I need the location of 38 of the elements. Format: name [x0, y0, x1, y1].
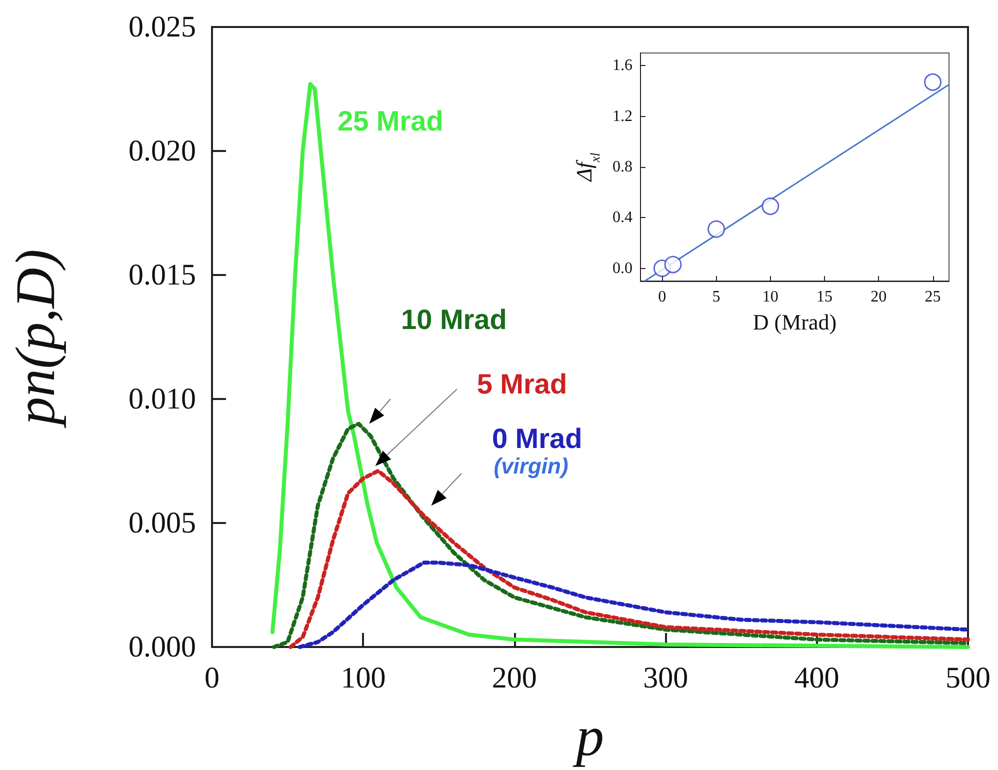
x-tick-label: 25 [924, 288, 941, 306]
point [664, 256, 682, 274]
y-tick-label: 0.005 [128, 506, 196, 540]
y-axis-title: pn(p,D) [5, 249, 67, 429]
y-tick-label: 0.000 [128, 630, 196, 664]
y-tick-label: 0.025 [128, 10, 196, 44]
text: 10 Mrad [401, 304, 507, 336]
y-tick-label: 0.020 [128, 134, 196, 168]
line-series [298, 560, 970, 649]
x-tick-label: 200 [492, 662, 537, 694]
y-tick-label: 0.8 [612, 158, 632, 176]
x-tick-label: 15 [816, 288, 833, 306]
x-tick-label: 20 [870, 288, 887, 306]
line-series [270, 82, 970, 649]
point [924, 73, 942, 91]
x-axis-title: D (Mrad) [752, 310, 837, 334]
x-axis-title: p [572, 706, 604, 768]
x-tick-label: 400 [794, 662, 840, 694]
x-tick-label: 0 [658, 288, 666, 306]
annotation: (virgin) [494, 453, 568, 478]
series-label: 25 Mrad [337, 106, 444, 137]
y-axis-title: Δfxl [572, 152, 603, 182]
x-tick-label: 100 [340, 662, 386, 694]
y-tick-label: 0.0 [612, 260, 632, 277]
y-tick-label: 1.2 [612, 108, 632, 125]
x-tick-label: 0 [204, 662, 220, 694]
y-tick-label: 1.6 [612, 57, 632, 74]
point [762, 198, 780, 216]
text: 5 Mrad [476, 368, 568, 400]
point [708, 220, 726, 238]
x-tick-label: 300 [643, 662, 688, 694]
y-tick-label: 0.4 [612, 209, 632, 226]
x-tick-label: 10 [762, 288, 778, 306]
y-tick-label: 0.015 [128, 258, 196, 292]
x-tick-label: 5 [712, 288, 720, 306]
x-tick-label: 500 [946, 662, 990, 694]
y-tick-label: 0.010 [128, 382, 196, 416]
text: 0 Mrad [492, 423, 582, 454]
